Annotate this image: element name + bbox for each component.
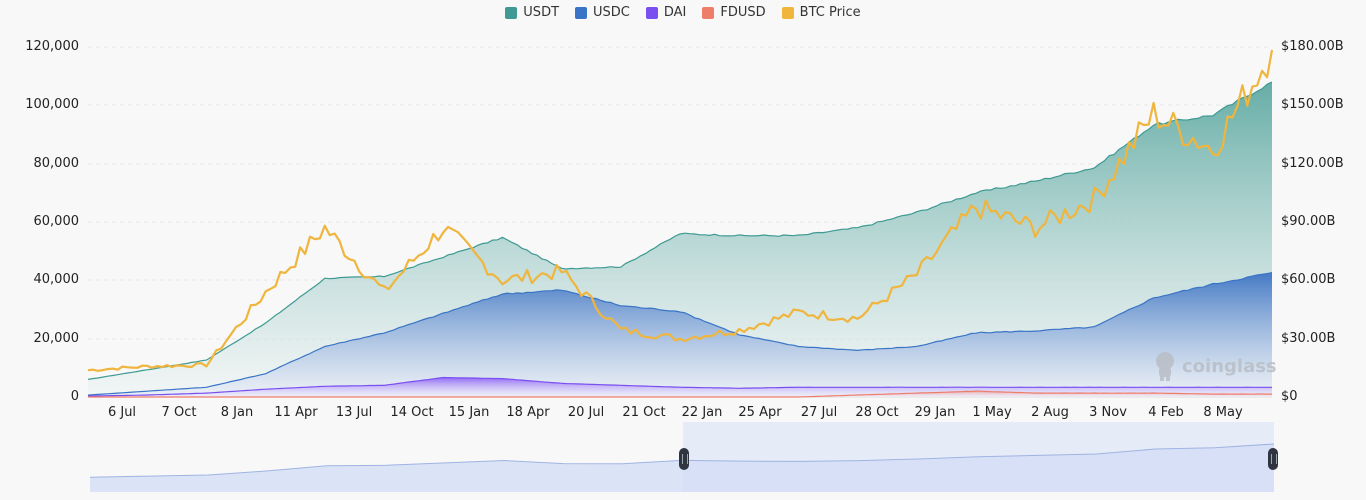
legend: USDT USDC DAI FDUSD BTC Price (0, 5, 1366, 20)
x-axis-tick: 20 Jul (567, 405, 605, 420)
right-axis-tick: $150.00B (1281, 97, 1344, 112)
right-axis-tick: $0 (1281, 389, 1298, 404)
left-axis-tick: 60,000 (33, 214, 80, 229)
right-axis-tick: $120.00B (1281, 156, 1344, 171)
left-axis-tick: 0 (70, 389, 79, 404)
legend-item-usdc[interactable]: USDC (575, 5, 630, 20)
fdusd-area[interactable] (88, 391, 1272, 397)
legend-item-usdt[interactable]: USDT (505, 5, 559, 20)
x-axis-tick: 8 Jan (220, 405, 254, 420)
zoom-slider-right-handle[interactable] (1268, 448, 1278, 470)
usdc-area[interactable] (88, 272, 1272, 397)
x-axis-tick: 28 Oct (855, 405, 899, 420)
fdusd-line (88, 390, 1272, 398)
legend-swatch-icon (781, 6, 794, 19)
x-axis-tick: 15 Jan (448, 405, 490, 420)
left-axis-tick: 100,000 (25, 97, 79, 112)
x-axis-tick: 27 Jul (800, 405, 838, 420)
legend-item-dai[interactable]: DAI (645, 5, 687, 20)
x-axis-tick: 1 May (972, 405, 1012, 420)
legend-item-btc-price[interactable]: BTC Price (781, 5, 861, 20)
usdt-area[interactable] (88, 82, 1272, 397)
right-axis-tick: $180.00B (1281, 39, 1344, 54)
x-axis-tick: 13 Jul (335, 405, 373, 420)
x-axis-tick: 21 Oct (622, 405, 666, 420)
watermark: coinglass (1152, 351, 1277, 381)
x-axis-tick: 4 Feb (1148, 405, 1184, 420)
x-axis-tick: 25 Apr (738, 405, 782, 420)
left-axis-tick: 40,000 (33, 272, 80, 287)
legend-label: DAI (663, 5, 687, 20)
x-axis-tick: 8 May (1203, 405, 1243, 420)
watermark-text: coinglass (1182, 355, 1277, 377)
usdc-line (87, 272, 1273, 396)
legend-label: USDC (593, 5, 630, 20)
legend-label: FDUSD (720, 5, 766, 20)
x-axis-tick: 2 Aug (1031, 405, 1069, 420)
x-axis-tick: 11 Apr (274, 405, 318, 420)
legend-swatch-icon (575, 6, 588, 19)
coinglass-logo-icon (1156, 352, 1174, 381)
legend-item-fdusd[interactable]: FDUSD (702, 5, 766, 20)
left-axis-tick: 80,000 (33, 156, 80, 171)
left-axis-tick: 20,000 (33, 331, 80, 346)
dai-line (87, 376, 1272, 397)
legend-swatch-icon (505, 6, 518, 19)
legend-swatch-icon (645, 6, 658, 19)
right-axis-tick: $30.00B (1281, 331, 1336, 346)
x-axis-tick: 22 Jan (681, 405, 723, 420)
right-axis-tick: $90.00B (1281, 214, 1336, 229)
x-axis-tick: 18 Apr (506, 405, 550, 420)
right-axis-tick: $60.00B (1281, 272, 1336, 287)
x-axis-tick: 3 Nov (1089, 405, 1127, 420)
zoom-slider-left-handle[interactable] (679, 448, 689, 470)
x-axis-tick: 6 Jul (107, 405, 137, 420)
x-axis-tick: 29 Jan (914, 405, 956, 420)
x-axis-tick: 14 Oct (390, 405, 434, 420)
legend-label: USDT (523, 5, 560, 20)
usdt-line (87, 81, 1273, 380)
left-axis-tick: 120,000 (25, 39, 79, 54)
legend-label: BTC Price (799, 5, 861, 20)
x-axis-tick: 7 Oct (161, 405, 197, 420)
legend-swatch-icon (702, 6, 715, 19)
btc-price-line[interactable] (87, 49, 1274, 372)
